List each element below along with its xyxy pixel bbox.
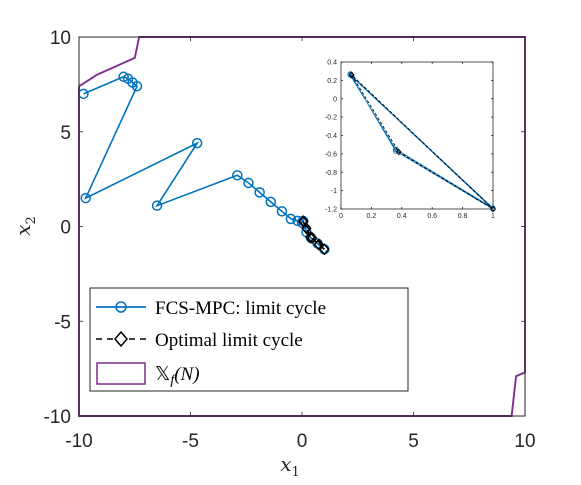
- main-y-tick-label: -10: [44, 407, 71, 428]
- main-point-circle: [285, 213, 297, 225]
- inset-x-tick-label: 0.4: [397, 213, 407, 220]
- inset-x-tick-label: 1: [491, 213, 495, 220]
- inset-y-tick-label: -1.2: [325, 207, 337, 214]
- main-point-circle: [80, 192, 91, 204]
- main-point-circle: [265, 196, 277, 208]
- inset-y-tick-label: 0.4: [327, 60, 337, 67]
- legend-entry-fcs-mpc: FCS-MPC: limit cycle: [96, 298, 326, 319]
- legend-marker-diamond: [114, 330, 128, 348]
- legend-entry-optimal: Optimal limit cycle: [96, 330, 303, 351]
- inset-point-circle: [393, 148, 399, 154]
- inset-x-tick-label: 0.6: [427, 213, 437, 220]
- main-x-tick-label: 0: [297, 431, 308, 452]
- main-point-diamond: [313, 238, 324, 251]
- inset-y-tick-label: -0.8: [325, 170, 337, 177]
- inset-point-circle: [393, 146, 399, 152]
- main-x-tick-label: 10: [514, 431, 535, 452]
- main-point-circle: [254, 187, 265, 198]
- inset-x-tick-label: 0: [339, 213, 343, 220]
- y-axis-label: x2: [11, 216, 39, 236]
- main-point-diamond: [306, 231, 318, 245]
- legend-label-optimal: Optimal limit cycle: [155, 330, 303, 351]
- inset-point-diamond: [348, 71, 355, 79]
- inset-x-tick-label: 0.8: [458, 213, 468, 220]
- inset-series-line-1: [351, 74, 494, 210]
- inset-point-diamond: [490, 205, 496, 213]
- main-point-circle: [151, 200, 163, 211]
- x-axis-label: x1: [280, 452, 300, 480]
- inset-y-tick-label: 0.2: [327, 78, 337, 85]
- legend-label-terminal-set: 𝕏f(N): [155, 364, 200, 388]
- inset-y-tick-label: -1: [331, 188, 337, 195]
- main-x-tick-label: -10: [65, 431, 92, 452]
- inset-y-tick-label: -0.4: [325, 133, 337, 140]
- main-y-tick-label: -5: [54, 312, 71, 333]
- main-point-circle: [276, 206, 288, 217]
- inset-y-tick-label: -0.2: [325, 115, 337, 122]
- inset-x-tick-label: 0.2: [367, 213, 377, 220]
- inset-point-diamond: [395, 148, 402, 156]
- legend-entry-terminal-set: 𝕏f(N): [96, 362, 200, 388]
- legend-swatch-terminal-set: [96, 362, 146, 385]
- main-point-circle: [131, 81, 143, 92]
- main-x-tick-label: -5: [182, 431, 199, 452]
- legend: FCS-MPC: limit cycle Optimal limit cycle…: [89, 287, 409, 392]
- main-y-tick-label: 5: [60, 123, 71, 144]
- main-series-line-1: [302, 220, 325, 250]
- main-point-circle: [191, 137, 203, 149]
- main-point-diamond: [319, 243, 330, 256]
- main-y-tick-label: 10: [50, 28, 71, 49]
- main-point-circle: [243, 177, 254, 189]
- main-point-diamond: [305, 231, 316, 244]
- legend-marker-circle: [115, 301, 127, 313]
- legend-label-fcs-mpc: FCS-MPC: limit cycle: [155, 298, 326, 319]
- main-point-circle: [232, 170, 243, 181]
- main-x-tick-label: 5: [408, 431, 419, 452]
- main-point-diamond: [301, 222, 312, 235]
- main-y-tick-label: 0: [60, 218, 71, 239]
- inset-y-tick-label: -0.6: [325, 151, 337, 158]
- inset-y-tick-label: 0: [333, 96, 337, 103]
